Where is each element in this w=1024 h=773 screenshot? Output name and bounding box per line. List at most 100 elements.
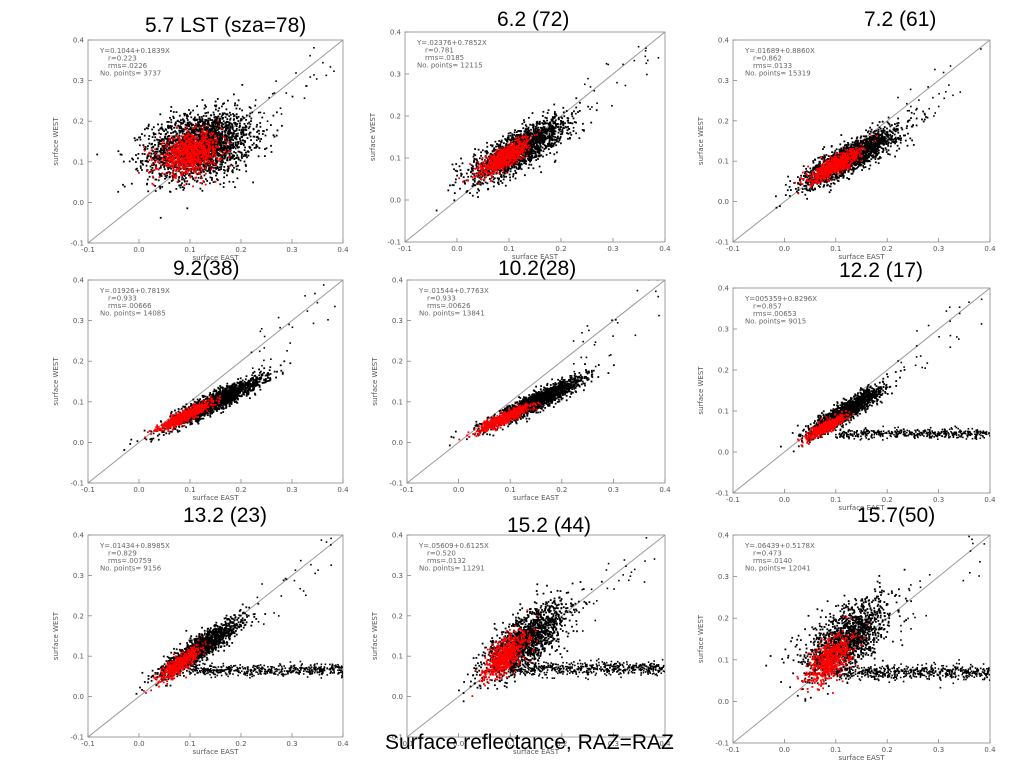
data-point [178,170,180,172]
data-point [197,138,199,140]
data-point [177,158,179,160]
data-point [201,177,203,179]
data-point [232,154,234,156]
data-point [201,183,203,185]
data-point [194,180,196,182]
data-point [260,112,262,114]
data-point [244,140,246,142]
data-point [142,164,144,166]
data-point [228,167,230,169]
data-point [207,120,209,122]
data-point [213,114,215,116]
data-point [165,134,167,136]
data-point [554,117,556,119]
data-point [471,171,473,173]
data-point [185,165,187,167]
data-point [204,152,206,154]
data-point [270,145,272,147]
data-point [197,152,199,154]
data-point [142,160,144,162]
data-point [214,128,216,130]
data-point [244,123,246,125]
data-point [152,163,154,165]
data-point [147,161,149,163]
data-point [215,168,217,170]
data-point [240,143,242,145]
data-point [168,171,170,173]
data-point [206,131,208,133]
data-point [232,139,234,141]
data-point [147,179,149,181]
data-point [157,124,159,126]
data-point [169,176,171,178]
data-point [179,180,181,182]
data-point [176,111,178,113]
data-point [215,101,217,103]
data-point [221,106,223,108]
data-point [544,122,546,124]
data-point [528,117,530,119]
data-point [230,114,232,116]
data-point [258,155,260,157]
data-point [456,175,458,177]
data-point [166,152,168,154]
data-point [250,107,252,109]
data-point [179,185,181,187]
data-point [178,160,180,162]
data-point [213,170,215,172]
data-point [187,123,189,125]
data-point [239,138,241,140]
data-point [173,174,175,176]
data-point [234,130,236,132]
data-point [151,147,153,149]
data-point [242,127,244,129]
data-point [554,139,556,141]
data-point [241,84,243,86]
data-point [154,136,156,138]
data-point [476,172,478,174]
data-point [180,122,182,124]
data-point [259,140,261,142]
data-point [208,124,210,126]
data-point [247,137,249,139]
data-point [174,145,176,147]
data-point [201,162,203,164]
data-point [218,160,220,162]
data-point [234,123,236,125]
data-point [211,157,213,159]
data-point [140,139,142,141]
data-point [160,217,162,219]
data-point [557,136,559,138]
data-point [196,129,198,131]
data-point [211,139,213,141]
data-point [258,133,260,135]
data-point [231,132,233,134]
data-point [167,132,169,134]
data-point [225,144,227,146]
data-point [228,115,230,117]
x-tick-label: 0.3 [286,246,297,254]
data-point [232,165,234,167]
data-point [253,143,255,145]
data-point [185,144,187,146]
data-point [205,115,207,117]
data-point [178,168,180,170]
x-tick-label: 0.0 [133,246,144,254]
data-point [203,146,205,148]
data-point [187,137,189,139]
data-point [145,160,147,162]
data-point [235,163,237,165]
data-point [192,110,194,112]
data-point [226,141,228,143]
data-point [292,96,294,98]
data-point [209,160,211,162]
data-point [195,168,197,170]
data-point [227,100,229,102]
data-point [170,110,172,112]
data-point [233,151,235,153]
data-point [178,135,180,137]
data-point [155,166,157,168]
data-point [200,165,202,167]
data-point [214,170,216,172]
data-point [250,118,252,120]
